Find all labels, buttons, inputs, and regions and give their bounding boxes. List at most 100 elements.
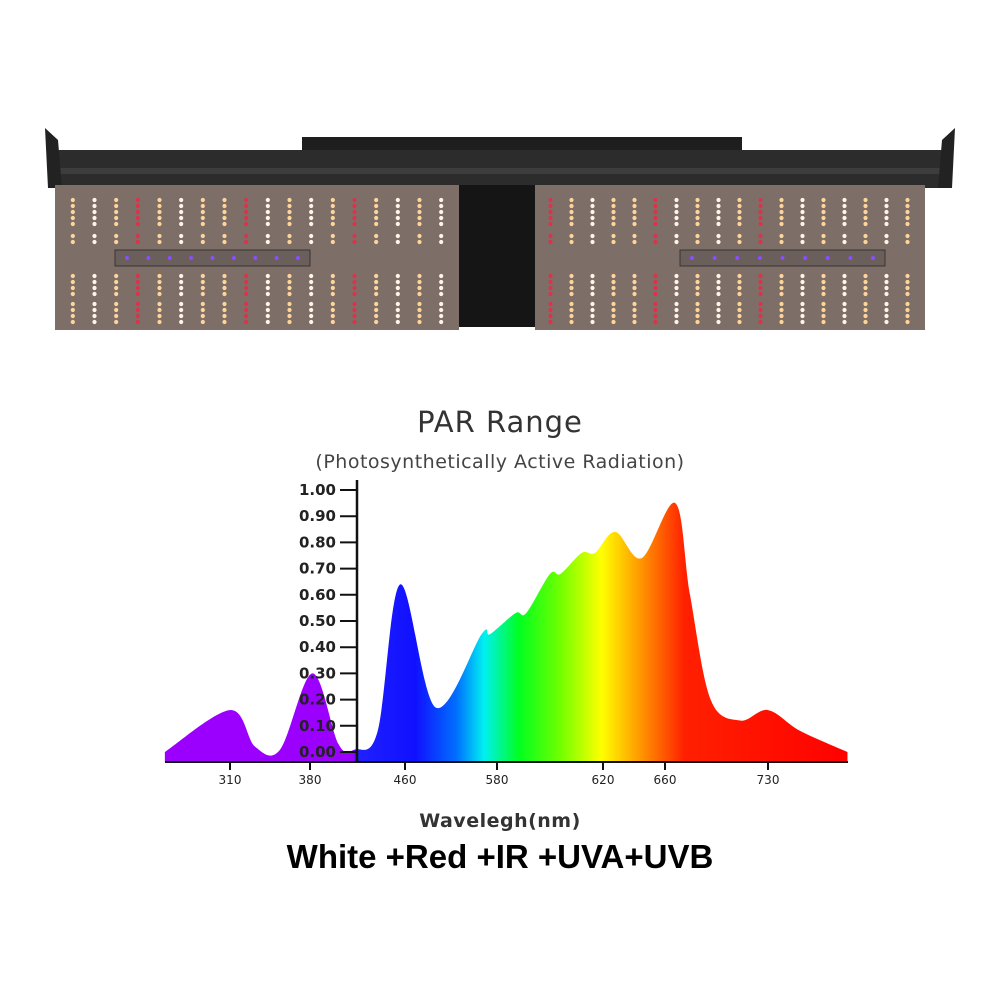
led: [695, 285, 700, 291]
led: [590, 239, 595, 245]
led: [114, 273, 119, 279]
uv-led: [780, 256, 785, 260]
led: [884, 291, 889, 297]
led: [439, 221, 444, 227]
led: [632, 313, 637, 319]
led: [244, 291, 249, 297]
led: [179, 221, 184, 227]
led: [200, 319, 205, 325]
led: [716, 307, 721, 313]
led: [395, 307, 400, 313]
led: [884, 215, 889, 221]
led: [157, 273, 162, 279]
led: [569, 209, 574, 215]
led: [374, 233, 379, 239]
led: [842, 319, 847, 325]
led: [779, 319, 784, 325]
led: [716, 313, 721, 319]
led: [758, 279, 763, 285]
uv-led: [210, 256, 215, 260]
led: [92, 273, 97, 279]
led: [244, 279, 249, 285]
led: [92, 301, 97, 307]
led: [590, 233, 595, 239]
uv-led: [146, 256, 151, 260]
led: [758, 291, 763, 297]
led: [632, 197, 637, 203]
led: [800, 197, 805, 203]
led: [779, 307, 784, 313]
uv-led: [189, 256, 194, 260]
led: [200, 273, 205, 279]
x-tick-label: 620: [592, 773, 615, 787]
led: [548, 203, 553, 209]
led: [265, 319, 270, 325]
led: [737, 239, 742, 245]
led: [439, 291, 444, 297]
led: [863, 279, 868, 285]
led: [779, 203, 784, 209]
led: [569, 285, 574, 291]
led: [548, 233, 553, 239]
led: [695, 291, 700, 297]
led: [611, 273, 616, 279]
led: [905, 279, 910, 285]
led: [222, 215, 227, 221]
led: [309, 285, 314, 291]
led: [244, 203, 249, 209]
led: [548, 209, 553, 215]
led: [863, 221, 868, 227]
led: [179, 197, 184, 203]
led: [590, 209, 595, 215]
led: [287, 273, 292, 279]
led: [114, 291, 119, 297]
chart-title: PAR Range: [417, 405, 583, 439]
led: [309, 313, 314, 319]
chart-subtitle: (Photosynthetically Active Radiation): [315, 451, 685, 473]
x-tick-label: 580: [486, 773, 509, 787]
led: [800, 233, 805, 239]
led: [674, 215, 679, 221]
led: [439, 279, 444, 285]
led: [737, 307, 742, 313]
led: [716, 197, 721, 203]
led: [222, 233, 227, 239]
led: [374, 203, 379, 209]
led: [417, 273, 422, 279]
led: [695, 273, 700, 279]
led: [374, 221, 379, 227]
led: [244, 209, 249, 215]
led: [842, 239, 847, 245]
led: [611, 307, 616, 313]
led: [222, 319, 227, 325]
led: [695, 203, 700, 209]
led: [114, 233, 119, 239]
led: [309, 279, 314, 285]
led: [70, 233, 75, 239]
led: [611, 239, 616, 245]
led: [244, 301, 249, 307]
led: [842, 279, 847, 285]
led: [265, 215, 270, 221]
led: [309, 203, 314, 209]
led: [737, 319, 742, 325]
led: [779, 239, 784, 245]
led: [374, 291, 379, 297]
led: [265, 291, 270, 297]
led: [352, 273, 357, 279]
led: [590, 319, 595, 325]
led: [200, 209, 205, 215]
led: [716, 233, 721, 239]
led: [330, 313, 335, 319]
spectrum-area: [164, 502, 848, 762]
led: [330, 279, 335, 285]
led: [70, 273, 75, 279]
led: [800, 301, 805, 307]
led: [548, 313, 553, 319]
led: [800, 209, 805, 215]
led: [135, 307, 140, 313]
uv-led: [825, 256, 830, 260]
led: [779, 221, 784, 227]
led: [884, 319, 889, 325]
y-tick-label: 0.30: [299, 664, 336, 682]
